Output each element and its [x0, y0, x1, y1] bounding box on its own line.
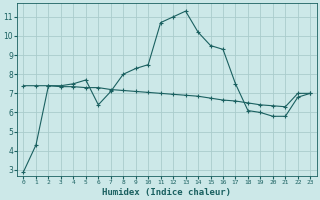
X-axis label: Humidex (Indice chaleur): Humidex (Indice chaleur): [102, 188, 231, 197]
